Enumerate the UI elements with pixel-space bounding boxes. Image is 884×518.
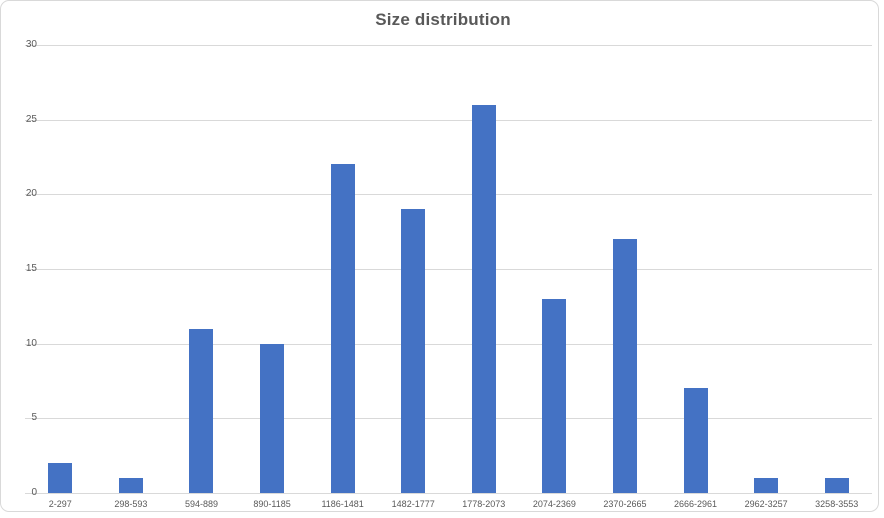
gridline	[25, 269, 872, 270]
x-axis-label: 1482-1777	[391, 499, 435, 509]
bar[interactable]	[471, 104, 496, 493]
bar[interactable]	[754, 478, 779, 493]
bar[interactable]	[401, 209, 426, 493]
bar[interactable]	[612, 239, 637, 493]
x-axis-label: 2962-3257	[744, 499, 788, 509]
gridline	[25, 194, 872, 196]
gridline	[25, 119, 872, 121]
chart-title: Size distribution	[375, 10, 511, 29]
x-axis-label: 2666-2961	[674, 499, 718, 509]
bar[interactable]	[330, 164, 355, 493]
x-axis-label: 3258-3553	[815, 499, 859, 509]
x-axis-label: 1778-2073	[462, 499, 506, 509]
bar[interactable]	[824, 478, 849, 493]
y-axis-tick-label: 15	[25, 263, 37, 274]
x-axis-label: 890-1185	[253, 499, 291, 509]
y-axis-tick-label: 0	[31, 487, 37, 498]
y-axis-tick-label: 20	[25, 188, 37, 200]
x-axis-label: 1186-1481	[321, 499, 364, 509]
x-axis-label: 594-889	[184, 499, 218, 509]
bar[interactable]	[48, 463, 73, 493]
x-axis-line	[25, 493, 872, 494]
y-axis-tick-label: 25	[25, 113, 37, 125]
y-axis-tick-label: 10	[25, 337, 37, 349]
x-axis-label: 2074-2369	[532, 499, 576, 509]
x-axis-label: 298-593	[114, 499, 148, 509]
bar[interactable]	[189, 328, 214, 493]
y-axis-tick-label: 5	[31, 412, 37, 424]
y-axis-tick-label: 30	[25, 39, 37, 50]
bar[interactable]	[683, 388, 708, 493]
gridline	[25, 418, 872, 420]
bar[interactable]	[118, 478, 143, 493]
x-axis-label: 2-297	[48, 499, 72, 509]
gridline	[25, 45, 872, 46]
bar[interactable]	[260, 343, 285, 493]
bar[interactable]	[542, 298, 567, 493]
x-axis-label: 2370-2665	[603, 499, 647, 509]
gridline	[25, 343, 872, 345]
